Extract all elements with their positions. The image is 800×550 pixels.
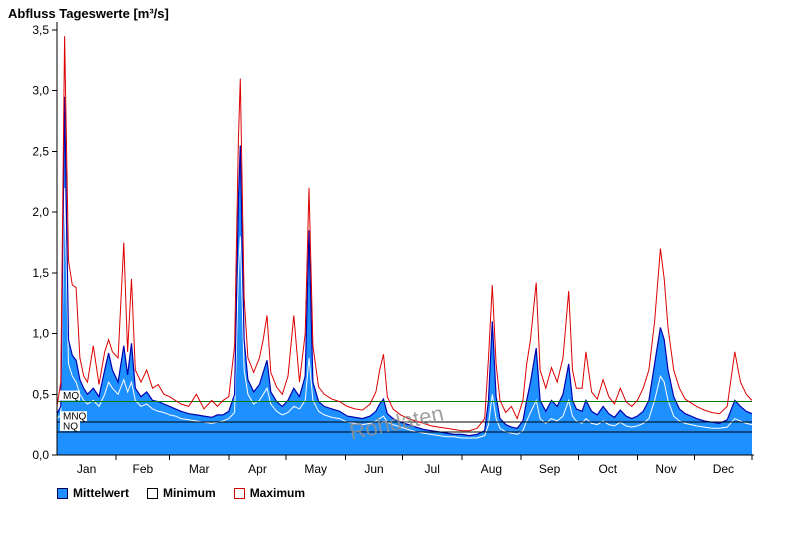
y-tick-label: 0,5 [32, 387, 49, 401]
x-tick-label-mar: Mar [189, 462, 210, 476]
reference-label-bg-nq [60, 420, 80, 431]
legend-label-maximum: Maximum [249, 486, 306, 500]
y-tick-label: 1,5 [32, 266, 49, 280]
chart-title: Abfluss Tageswerte [m³/s] [8, 6, 169, 21]
reference-label-mnq: MNQ [63, 412, 87, 423]
y-tick-label: 2,0 [32, 205, 49, 219]
legend-swatch-mittelwert [57, 487, 68, 499]
x-tick-label-jan: Jan [77, 462, 96, 476]
legend-swatch-minimum [147, 487, 159, 499]
minimum-line-series [56, 187, 753, 439]
legend-label-mittelwert: Mittelwert [73, 486, 130, 500]
y-tick-label: 1,0 [32, 327, 49, 341]
mean-area-series [57, 96, 752, 456]
y-tick-label: 2,5 [32, 144, 49, 158]
legend-item-minimum: Minimum [147, 486, 216, 500]
chart-legend: Mittelwert Minimum Maximum [57, 486, 305, 500]
y-tick-label: 0,0 [32, 448, 49, 462]
maximum-line-series [56, 36, 753, 432]
x-tick-label-apr: Apr [248, 462, 267, 476]
reference-label-nq: NQ [63, 421, 78, 432]
y-tick-label: 3,5 [32, 23, 49, 37]
x-tick-label-may: May [304, 462, 327, 476]
x-tick-label-jul: Jul [425, 462, 440, 476]
legend-item-mittelwert: Mittelwert [57, 486, 129, 500]
x-tick-label-sep: Sep [539, 462, 561, 476]
x-tick-label-oct: Oct [598, 462, 617, 476]
x-tick-label-dec: Dec [713, 462, 734, 476]
x-tick-label-feb: Feb [133, 462, 154, 476]
x-tick-label-aug: Aug [481, 462, 502, 476]
reference-label-mq: MQ [63, 391, 79, 402]
reference-label-bg-mnq [60, 411, 87, 422]
x-tick-label-nov: Nov [655, 462, 676, 476]
legend-item-maximum: Maximum [233, 486, 306, 500]
x-tick-label-jun: Jun [364, 462, 383, 476]
mean-line-series [56, 96, 753, 437]
legend-label-minimum: Minimum [163, 486, 216, 500]
reference-label-bg-mq [60, 390, 80, 401]
y-tick-label: 3,0 [32, 84, 49, 98]
legend-swatch-maximum [233, 487, 245, 499]
